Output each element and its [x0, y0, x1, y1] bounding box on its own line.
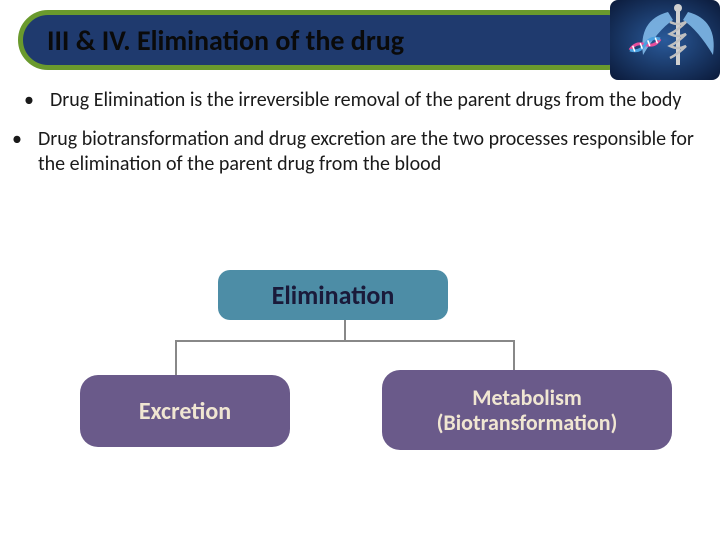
bullet-dot-icon: • — [24, 88, 34, 113]
bullet-dot-icon: • — [12, 127, 22, 177]
title-banner: III & IV. Elimination of the drug — [18, 10, 638, 70]
elimination-label: Elimination — [272, 279, 395, 311]
bullet-text: Drug biotransformation and drug excretio… — [38, 127, 708, 177]
excretion-node: Excretion — [80, 375, 290, 447]
medical-caduceus-icon — [610, 0, 720, 80]
excretion-label: Excretion — [139, 397, 231, 426]
metabolism-label-1: Metabolism — [472, 385, 582, 410]
slide-title: III & IV. Elimination of the drug — [47, 23, 404, 58]
elimination-diagram: Elimination Excretion Metabolism (Biotra… — [0, 270, 720, 500]
elimination-node: Elimination — [218, 270, 448, 320]
metabolism-node: Metabolism (Biotransformation) — [382, 370, 672, 450]
metabolism-label-2: (Biotransformation) — [437, 410, 618, 435]
bullet-text: Drug Elimination is the irreversible rem… — [50, 88, 708, 113]
bullet-list: • Drug Elimination is the irreversible r… — [12, 88, 708, 191]
bullet-item: • Drug Elimination is the irreversible r… — [12, 88, 708, 113]
bullet-item: • Drug biotransformation and drug excret… — [12, 127, 708, 177]
